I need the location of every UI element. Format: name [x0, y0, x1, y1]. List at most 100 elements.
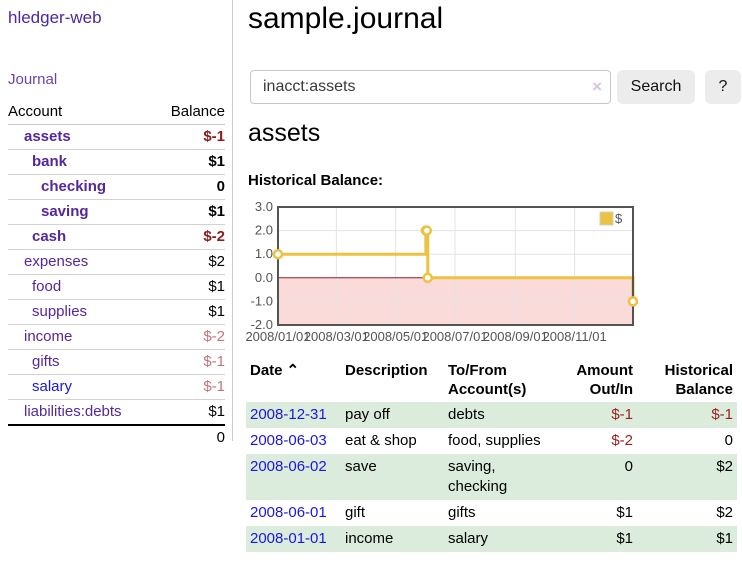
register-description: gift: [345, 504, 366, 521]
sidebar-account-link[interactable]: cash: [32, 228, 67, 245]
accounts-table: Account Balance assets $-1 bank $1 checking 0…: [8, 100, 225, 450]
register-amount: $-2: [611, 432, 633, 449]
account-row: saving $1: [8, 199, 225, 225]
register-table: Date ⌃ Description To/From Account(s) Amou…: [246, 358, 737, 552]
register-balance: 0: [724, 432, 733, 449]
register-header-date[interactable]: Date ⌃: [250, 362, 300, 379]
svg-text:2.0: 2.0: [255, 223, 273, 238]
register-accounts: food, supplies: [448, 432, 541, 449]
account-balance: $-1: [154, 374, 225, 400]
account-row: bank $1: [8, 149, 225, 175]
register-description: eat & shop: [345, 432, 417, 449]
account-row: assets $-1: [8, 124, 225, 150]
register-date-link[interactable]: 2008-06-01: [250, 504, 327, 521]
register-balance: $1: [716, 530, 733, 547]
account-balance: $-1: [154, 349, 225, 375]
account-balance: 0: [154, 174, 225, 200]
historical-balance-chart: $3.0 2.0 1.0 0.0 -1.0 -2.0 2008/01/01 2008/03/0…: [240, 198, 740, 348]
svg-text:2008/01/01: 2008/01/01: [245, 329, 310, 344]
register-row: 2008-12-31 pay off debts $-1 $-1: [246, 402, 737, 428]
register-date-link[interactable]: 2008-06-03: [250, 432, 327, 449]
legend-swatch: [599, 211, 614, 226]
sidebar-divider: [232, 0, 233, 441]
sidebar-account-link[interactable]: assets: [24, 128, 71, 145]
svg-text:0.0: 0.0: [255, 270, 273, 285]
register-row: 2008-06-01 gift gifts $1 $2: [246, 500, 737, 526]
register-date-link[interactable]: 2008-12-31: [250, 406, 327, 423]
account-balance: $1: [154, 274, 225, 300]
accounts-total-value: 0: [154, 424, 225, 450]
account-balance: $1: [154, 199, 225, 225]
sidebar-account-link[interactable]: income: [24, 328, 73, 345]
register-header-row: Date ⌃ Description To/From Account(s) Amou…: [246, 358, 737, 402]
register-accounts: saving, checking: [448, 458, 508, 495]
app-title: hledger-web: [8, 8, 102, 27]
account-row: expenses $2: [8, 249, 225, 275]
account-balance: $1: [154, 399, 225, 426]
accounts-header-balance: Balance: [154, 100, 225, 125]
register-amount: $1: [616, 504, 633, 521]
account-row: supplies $1: [8, 299, 225, 325]
register-amount: $1: [616, 530, 633, 547]
register-row: 2008-06-03 eat & shop food, supplies $-2 0: [246, 428, 737, 454]
svg-text:2008/03/01: 2008/03/01: [304, 329, 369, 344]
account-row: salary $-1: [8, 374, 225, 400]
register-date-link[interactable]: 2008-01-01: [250, 530, 327, 547]
sort-asc-icon: ⌃: [286, 362, 300, 379]
legend-label: $: [615, 211, 623, 226]
register-header-balance: Historical Balance: [664, 362, 733, 398]
account-balance: $-2: [154, 224, 225, 250]
svg-text:-1.0: -1.0: [251, 293, 273, 308]
accounts-total-row: 0: [8, 424, 225, 450]
register-description: income: [345, 530, 394, 547]
account-row: food $1: [8, 274, 225, 300]
account-balance: $1: [154, 149, 225, 175]
help-button[interactable]: ?: [705, 70, 741, 104]
sidebar-account-link[interactable]: gifts: [32, 353, 60, 370]
sidebar-account-link[interactable]: expenses: [24, 253, 89, 270]
chart-svg: $3.0 2.0 1.0 0.0 -1.0 -2.02008/01/012008/03/0…: [245, 199, 639, 344]
sidebar-account-link[interactable]: salary: [32, 378, 73, 395]
accounts-header-account: Account: [8, 100, 155, 125]
svg-text:2008/09/01: 2008/09/01: [483, 329, 548, 344]
account-balance: $1: [154, 299, 225, 325]
account-balance: $-1: [154, 124, 225, 150]
register-header-amount: Amount Out/In: [576, 362, 633, 398]
sidebar-account-link[interactable]: saving: [41, 203, 89, 220]
register-amount: 0: [624, 458, 633, 475]
account-row: cash $-2: [8, 224, 225, 250]
register-accounts: debts: [448, 406, 485, 423]
search-button[interactable]: Search: [617, 70, 695, 104]
search-form: × Search ?: [250, 70, 741, 104]
register-amount: $-1: [611, 406, 633, 423]
account-balance: $2: [154, 249, 225, 275]
svg-text:2008/11/01: 2008/11/01: [543, 329, 607, 344]
register-balance: $-1: [711, 406, 733, 423]
svg-text:3.0: 3.0: [255, 199, 273, 214]
register-balance: $2: [716, 458, 733, 475]
sidebar-account-link[interactable]: bank: [32, 153, 68, 170]
account-row: liabilities:debts $1: [8, 399, 225, 426]
clear-search-icon[interactable]: ×: [592, 77, 602, 96]
register-row: 2008-01-01 income salary $1 $1: [246, 526, 737, 552]
svg-text:-2.0: -2.0: [251, 317, 273, 332]
account-row: checking 0: [8, 174, 225, 200]
svg-text:2008/07/01: 2008/07/01: [422, 329, 487, 344]
register-balance: $2: [716, 504, 733, 521]
sidebar-account-link[interactable]: food: [32, 278, 62, 295]
sidebar-item-journal[interactable]: Journal: [8, 71, 58, 88]
register-accounts: gifts: [448, 504, 476, 521]
account-heading: assets: [248, 119, 321, 147]
accounts-header-row: Account Balance: [8, 100, 225, 125]
accounts-total-spacer: [8, 424, 155, 450]
account-row: gifts $-1: [8, 349, 225, 375]
sidebar-account-link[interactable]: liabilities:debts: [24, 403, 122, 420]
register-date-link[interactable]: 2008-06-02: [250, 458, 327, 475]
register-header-accounts: To/From Account(s): [448, 362, 527, 398]
sidebar-account-link[interactable]: checking: [41, 178, 107, 195]
register-row: 2008-06-02 save saving, checking 0 $2: [246, 454, 737, 500]
account-balance: $-2: [154, 324, 225, 350]
sidebar-account-link[interactable]: supplies: [32, 303, 88, 320]
search-input[interactable]: [261, 72, 581, 102]
